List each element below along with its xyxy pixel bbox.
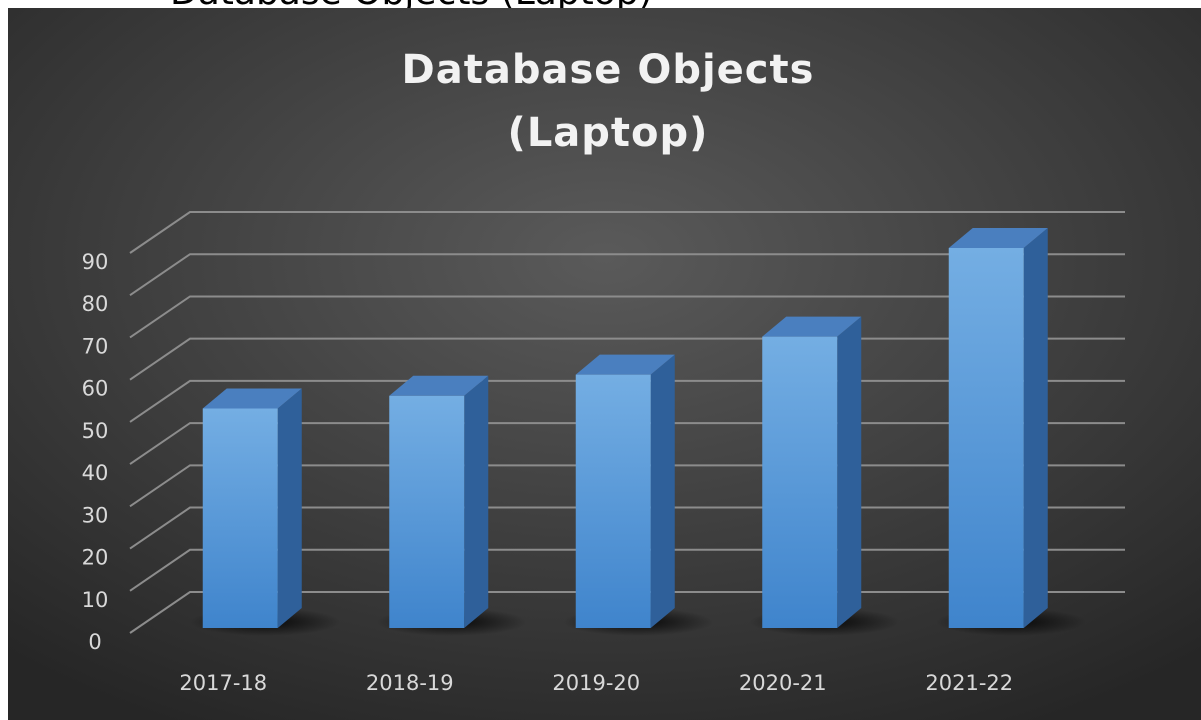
x-tick-label: 2018-19 xyxy=(366,671,454,695)
bar-side xyxy=(837,316,862,628)
grid-line xyxy=(129,253,1125,297)
bar-side xyxy=(277,388,302,628)
y-tick-label: 10 xyxy=(82,588,109,612)
y-tick-label: 30 xyxy=(82,503,109,527)
bar-front xyxy=(762,336,838,628)
x-tick-label: 2017-18 xyxy=(179,671,267,695)
bar-front xyxy=(575,374,651,628)
y-tick-label: 90 xyxy=(82,250,109,274)
bar xyxy=(948,228,1048,628)
x-tick-label: 2020-21 xyxy=(739,671,827,695)
bar-side xyxy=(464,375,489,628)
grid-line xyxy=(129,211,1125,254)
bar-top xyxy=(948,228,1048,248)
grid-line xyxy=(129,295,1125,339)
bar-front xyxy=(202,408,278,628)
chart-title: Database Objects xyxy=(402,47,815,93)
y-tick-label: 20 xyxy=(82,546,109,570)
chart-title: (Laptop) xyxy=(508,110,709,156)
bar-front xyxy=(948,248,1024,628)
y-tick-label: 40 xyxy=(82,461,109,485)
y-tick-label: 60 xyxy=(82,377,109,401)
bar-top xyxy=(202,388,302,409)
bar xyxy=(389,375,489,628)
bar-side xyxy=(650,354,675,628)
x-tick-label: 2021-22 xyxy=(925,671,1013,695)
x-tick-label: 2019-20 xyxy=(552,671,640,695)
bar xyxy=(762,316,862,628)
bar xyxy=(575,354,675,628)
bar-top xyxy=(389,375,489,396)
y-tick-label: 80 xyxy=(82,292,109,316)
y-tick-label: 70 xyxy=(82,334,109,358)
bar-front xyxy=(389,395,465,628)
bar xyxy=(202,388,302,628)
bar-top xyxy=(575,354,675,375)
bar-side xyxy=(1023,228,1048,628)
bar-top xyxy=(762,316,862,337)
y-tick-label: 50 xyxy=(82,419,109,443)
y-tick-label: 0 xyxy=(88,630,101,654)
